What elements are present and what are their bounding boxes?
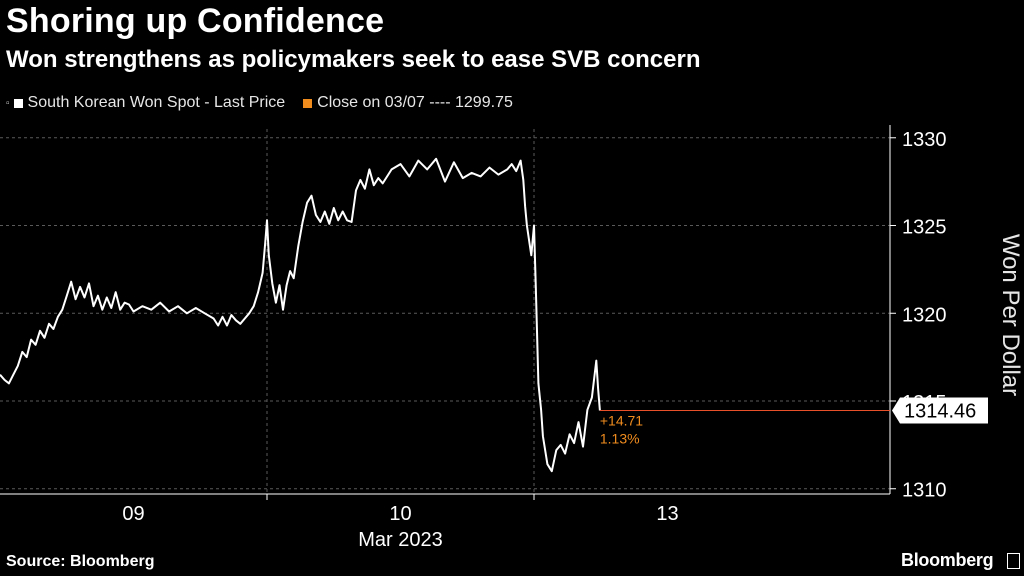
legend-series-label: South Korean Won Spot - Last Price	[27, 94, 286, 111]
y-axis-label: Won Per Dollar	[997, 233, 1024, 397]
ytick-label-1325: 1325	[902, 217, 947, 239]
legend-item-close[interactable]: Close on 03/07 ---- 1299.75	[303, 94, 513, 112]
legend: ▫ South Korean Won Spot - Last Price Clo…	[6, 94, 531, 112]
last-value-label: 1314.46	[904, 400, 976, 422]
bloomberg-logo: Bloomberg	[901, 550, 994, 570]
logo-square-icon	[1007, 553, 1020, 569]
ytick-label-1310: 1310	[902, 480, 947, 502]
legend-swatch-orange	[303, 98, 313, 108]
ytick-label-1330: 1330	[902, 129, 947, 151]
change-pct-label: 1.13%	[600, 430, 640, 446]
xtick-label-10: 10	[389, 503, 411, 525]
ytick-label-1320: 1320	[902, 304, 947, 326]
legend-item-series[interactable]: ▫ South Korean Won Spot - Last Price	[6, 94, 285, 112]
legend-menu-icon[interactable]: ▫	[6, 97, 10, 109]
legend-swatch-white	[13, 98, 23, 108]
change-value-label: +14.71	[600, 412, 643, 428]
last-value-tag	[892, 397, 988, 424]
gridlines	[0, 129, 890, 494]
plot-area	[0, 157, 890, 473]
legend-close-label: Close on 03/07 ---- 1299.75	[317, 94, 513, 111]
source-note: Source: Bloomberg	[6, 553, 155, 570]
chart-subtitle: Won strengthens as policymakers seek to …	[6, 46, 701, 73]
chart-title: Shoring up Confidence	[6, 2, 385, 40]
xtick-label-09: 09	[122, 503, 144, 525]
axes	[0, 125, 896, 500]
x-axis-sublabel: Mar 2023	[358, 529, 443, 551]
series-line-won-spot	[0, 157, 601, 473]
axis-labels: 13101315132013251330091013Mar 2023+14.71…	[122, 129, 988, 551]
xtick-label-13: 13	[656, 503, 678, 525]
